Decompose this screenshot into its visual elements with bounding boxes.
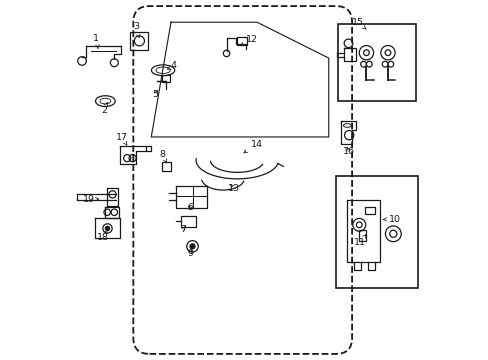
Text: 6: 6 xyxy=(186,203,193,212)
Text: 1: 1 xyxy=(93,34,99,49)
Text: 16: 16 xyxy=(342,147,354,156)
Text: 9: 9 xyxy=(186,249,193,258)
Bar xyxy=(236,37,247,45)
Bar xyxy=(162,75,169,82)
Bar xyxy=(180,216,195,226)
Text: 13: 13 xyxy=(228,184,240,193)
Text: 5: 5 xyxy=(152,90,158,99)
Text: 12: 12 xyxy=(240,35,257,46)
Bar xyxy=(359,230,366,241)
Bar xyxy=(162,162,171,171)
Text: 3: 3 xyxy=(133,22,140,37)
Text: 11: 11 xyxy=(354,234,366,247)
Text: 18: 18 xyxy=(97,230,109,242)
Text: 15: 15 xyxy=(351,18,366,29)
Text: 19: 19 xyxy=(82,194,99,203)
Text: 4: 4 xyxy=(167,62,177,71)
Text: 10: 10 xyxy=(383,215,400,224)
Bar xyxy=(130,32,148,50)
Circle shape xyxy=(105,226,109,230)
Circle shape xyxy=(190,244,195,249)
Text: 7: 7 xyxy=(180,225,186,234)
Text: 2: 2 xyxy=(101,103,107,114)
Text: 8: 8 xyxy=(160,150,166,162)
Text: 17: 17 xyxy=(116,133,127,145)
Bar xyxy=(337,24,415,101)
Text: 14: 14 xyxy=(244,140,263,153)
Bar xyxy=(364,207,375,214)
Bar xyxy=(335,176,417,288)
